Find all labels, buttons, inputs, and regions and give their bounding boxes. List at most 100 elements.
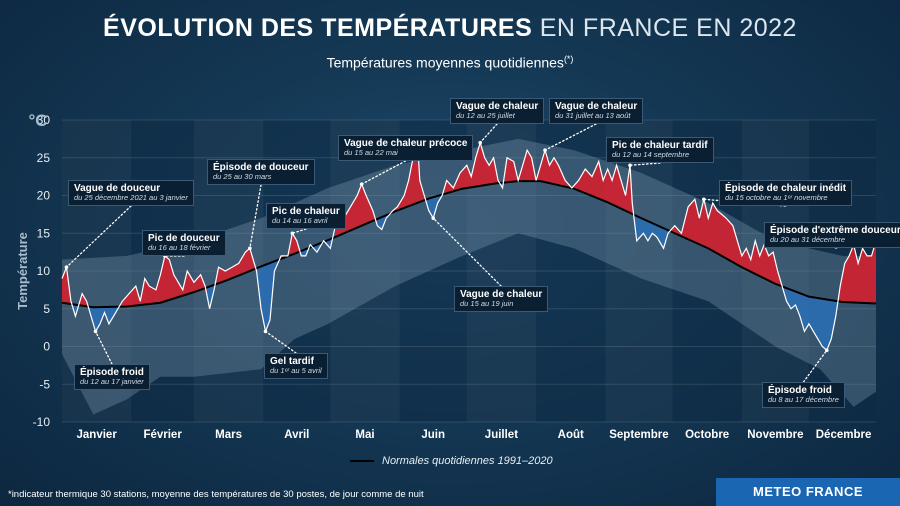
month-label: Juin (421, 429, 445, 441)
annotation-marker (478, 140, 482, 145)
annotation-title: Vague de chaleur (460, 289, 543, 300)
annotation-date: du 16 au 18 février (148, 243, 211, 252)
y-tick-label: 15 (37, 226, 51, 240)
annotation-box: Épisode de chaleur inédit du 15 octobre a… (719, 180, 853, 207)
annotation-date: du 14 au 16 avril (272, 216, 328, 225)
y-tick-label: 5 (43, 302, 50, 316)
title-bold: ÉVOLUTION DES TEMPÉRATURES (103, 14, 533, 42)
chart-subtitle: Températures moyennes quotidiennes(*) (0, 54, 900, 71)
annotation-title: Épisode d'extrême douceur (770, 225, 900, 236)
annotation-marker (702, 197, 706, 202)
annotation-box: Vague de chaleur du 12 au 25 juillet (450, 98, 545, 125)
title-light: EN FRANCE EN 2022 (539, 14, 797, 42)
annotation-box: Pic de chaleur tardif du 12 au 14 septemb… (606, 137, 714, 164)
anomaly-above-normal (216, 248, 257, 285)
annotation-date: du 25 décembre 2021 au 3 janvier (74, 193, 188, 202)
annotation-leader (361, 160, 407, 185)
month-label: Janvier (77, 429, 118, 441)
month-label: Novembre (747, 429, 803, 441)
annotation-box: Vague de chaleur du 31 juillet au 13 août (549, 98, 644, 125)
annotation-leader (291, 228, 307, 234)
annotation-title: Pic de douceur (148, 233, 220, 244)
annotation-marker (248, 246, 252, 251)
y-tick-label: -10 (33, 415, 51, 429)
anomaly-below-normal (634, 214, 671, 249)
annotation-box: Vague de chaleur précoce du 15 au 22 mai (338, 135, 474, 162)
annotation-leader (544, 123, 597, 151)
annotation-date: du 20 au 31 décembre (770, 235, 846, 244)
annotation-box: Épisode froid du 8 au 17 décembre (762, 382, 845, 409)
month-label: Octobre (685, 429, 729, 441)
legend-normal-line (350, 460, 374, 463)
footnote: *indicateur thermique 30 stations, moyen… (8, 489, 424, 500)
observed-temperature-line (61, 140, 877, 352)
annotation-box: Pic de chaleur du 14 au 16 avril (266, 203, 346, 230)
annotation-box: Gel tardif du 1ᵉʳ au 5 avril (264, 353, 328, 380)
annotation-marker (359, 182, 364, 186)
anomaly-below-normal (207, 278, 217, 309)
annotation-box: Pic de douceur du 16 au 18 février (142, 230, 226, 257)
month-label: Février (143, 429, 182, 441)
annotation-date: du 15 octobre au 1ᵉʳ novembre (725, 193, 828, 202)
annotation-leader (802, 349, 828, 383)
anomaly-above-normal (670, 199, 785, 294)
annotation-box: Vague de chaleur du 15 au 19 juin (454, 286, 549, 313)
annotation-title: Épisode froid (768, 385, 832, 396)
annotation-title: Vague de douceur (74, 183, 161, 194)
y-tick-label: 20 (37, 189, 51, 203)
y-axis-label: Température (15, 232, 30, 310)
month-label: Juillet (485, 429, 518, 441)
annotation-leader (65, 205, 132, 268)
anomaly-above-normal (444, 142, 501, 194)
annotation-marker (93, 329, 98, 334)
normals-line (61, 180, 877, 309)
annotation-marker (543, 148, 547, 152)
annotation-leader (432, 217, 502, 287)
annotation-marker (825, 348, 829, 353)
annotation-title: Gel tardif (270, 356, 314, 367)
legend-normal-label: Normales quotidiennes 1991–2020 (382, 455, 553, 467)
annotation-leader (249, 184, 262, 250)
annotation-title: Vague de chaleur précoce (344, 138, 468, 149)
annotation-date: du 25 au 30 mars (213, 172, 272, 181)
annotation-box: Épisode de douceur du 25 au 30 mars (207, 159, 315, 186)
annotation-date: du 8 au 17 décembre (768, 395, 839, 404)
annotation-marker (263, 329, 268, 334)
anomaly-below-normal (377, 213, 391, 230)
annotation-title: Vague de chaleur (456, 101, 539, 112)
annotation-box: Épisode d'extrême douceur du 20 au 31 déc… (764, 222, 900, 249)
annotation-leader (479, 123, 498, 144)
y-tick-label: -5 (39, 377, 50, 391)
annotation-box: Épisode froid du 12 au 17 janvier (74, 364, 150, 391)
annotation-leader (629, 162, 661, 166)
subtitle-text: Températures moyennes quotidiennes (326, 54, 564, 71)
annotation-marker (628, 163, 632, 168)
annotation-title: Épisode froid (80, 367, 144, 378)
annotation-leader (94, 330, 113, 365)
chart-title: ÉVOLUTION DES TEMPÉRATURES EN FRANCE EN … (0, 14, 900, 43)
month-label: Mai (355, 429, 374, 441)
anomaly-below-normal (256, 255, 282, 332)
annotation-marker (431, 216, 436, 220)
meteo-france-logo: METEO FRANCE (716, 478, 900, 506)
month-label: Août (558, 429, 584, 441)
annotation-date: du 12 au 25 juillet (456, 111, 515, 120)
y-tick-label: 10 (37, 264, 51, 278)
annotation-date: du 12 au 14 septembre (612, 150, 690, 159)
annotation-date: du 31 juillet au 13 août (555, 111, 631, 120)
month-label: Septembre (609, 429, 668, 441)
annotation-title: Épisode de chaleur inédit (725, 183, 847, 194)
anomaly-below-normal (325, 228, 335, 249)
annotation-title: Pic de chaleur (272, 206, 340, 217)
anomaly-below-normal (784, 287, 838, 351)
annotation-title: Pic de chaleur tardif (612, 140, 708, 151)
month-label: Mars (215, 429, 242, 441)
anomaly-below-normal (301, 244, 311, 256)
y-axis-unit: °C (28, 111, 47, 130)
annotation-title: Épisode de douceur (213, 162, 309, 173)
annotation-box: Vague de douceur du 25 décembre 2021 au 3… (68, 180, 194, 207)
y-tick-label: 30 (37, 113, 51, 127)
annotation-date: du 1ᵉʳ au 5 avril (270, 366, 322, 375)
anomaly-above-normal (837, 240, 876, 304)
